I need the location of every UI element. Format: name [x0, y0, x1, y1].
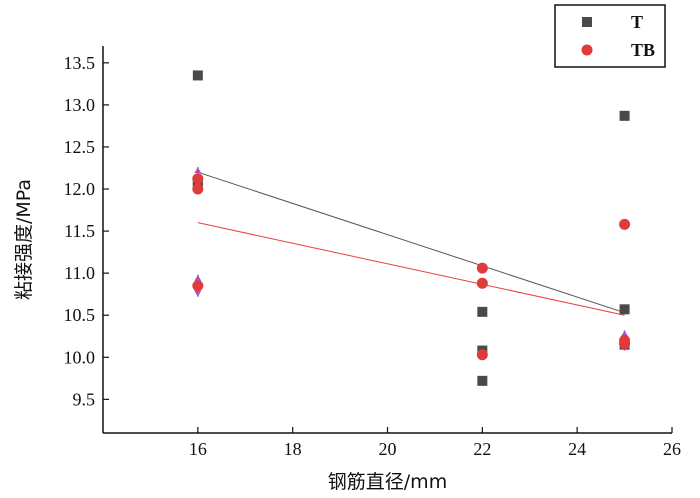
legend-label-tb: TB: [631, 40, 655, 60]
x-tick-label: 26: [663, 439, 681, 459]
x-tick-label: 18: [284, 439, 302, 459]
x-tick-label: 22: [473, 439, 491, 459]
point-tb: [476, 277, 488, 289]
error-bar-cap: [194, 274, 202, 281]
point-tb: [192, 173, 204, 185]
error-bars: [194, 167, 629, 351]
axes: 16 18 20 22 24 26 9.5 10.0 10.5 11.0 11.5 12.0 12.5 1…: [64, 46, 681, 459]
x-tick-label: 20: [379, 439, 397, 459]
legend-marker-tb: [581, 44, 593, 56]
point-tb: [619, 218, 631, 230]
y-tick-label: 12.0: [64, 179, 96, 199]
legend-box: [554, 4, 666, 68]
y-tick-label: 10.0: [64, 347, 96, 367]
y-tick-label: 11.0: [64, 263, 95, 283]
data-points: [192, 70, 631, 386]
point-tb: [192, 183, 204, 195]
y-tick-label: 11.5: [64, 221, 95, 241]
point-tb: [476, 262, 488, 274]
legend-marker-t: [582, 17, 592, 27]
x-axis-title: 钢筋直径/mm: [328, 471, 447, 493]
y-axis-title: 粘接强度/MPa: [13, 179, 35, 300]
x-tick-label: 24: [568, 439, 586, 459]
trendlines: [197, 171, 625, 316]
point-t: [192, 70, 203, 81]
y-tick-label: 12.5: [64, 137, 96, 157]
trendline-tb: [197, 222, 625, 316]
legend-label-t: T: [631, 12, 643, 32]
error-bar-cap: [621, 330, 629, 337]
y-tick-label: 13.0: [64, 95, 96, 115]
legend: T TB: [554, 4, 666, 68]
point-t: [477, 306, 488, 317]
trendline-t: [197, 171, 625, 314]
point-tb: [192, 280, 204, 292]
point-t: [477, 375, 488, 386]
point-t: [619, 110, 630, 121]
x-tick-label: 16: [189, 439, 207, 459]
error-bar-cap: [194, 167, 202, 174]
y-tick-label: 13.5: [64, 53, 96, 73]
point-tb: [476, 349, 488, 361]
point-tb: [619, 338, 631, 350]
point-t: [619, 304, 630, 315]
y-tick-label: 10.5: [64, 305, 96, 325]
error-bar-cap: [194, 290, 202, 297]
y-tick-label: 9.5: [73, 389, 96, 409]
